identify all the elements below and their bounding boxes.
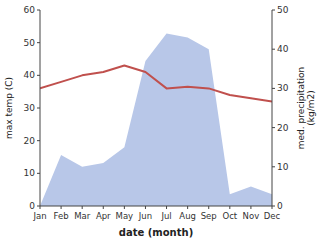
y-tick-label: 30: [24, 103, 36, 113]
y2-tick-label: 50: [277, 5, 289, 15]
y-tick-label: 50: [24, 38, 36, 48]
y-tick: [37, 108, 40, 109]
y2-tick: [272, 127, 275, 128]
x-tick: [61, 206, 62, 209]
temperature-line: [40, 66, 272, 102]
x-tick-label: Jul: [160, 211, 171, 221]
y2-tick: [272, 88, 275, 89]
x-tick-label: Oct: [222, 211, 237, 221]
y2-tick: [272, 206, 275, 207]
precipitation-area: [40, 34, 272, 206]
y2-tick-label: 20: [277, 123, 289, 133]
y2-axis-label-line: (kg/m2): [306, 90, 316, 125]
y-tick: [37, 10, 40, 11]
x-tick: [82, 206, 83, 209]
x-tick: [250, 206, 251, 209]
y-axis-label: max temp (C): [4, 77, 14, 139]
x-tick: [166, 206, 167, 209]
y-tick-label: 40: [24, 70, 36, 80]
y2-tick-label: 0: [277, 201, 283, 211]
y2-tick-label: 40: [277, 44, 289, 54]
y2-tick-label: 10: [277, 162, 289, 172]
x-tick-label: Mar: [74, 211, 91, 221]
y2-tick: [272, 166, 275, 167]
x-tick: [208, 206, 209, 209]
y-tick-label: 20: [24, 136, 36, 146]
y2-tick: [272, 49, 275, 50]
y-tick: [37, 206, 40, 207]
x-tick-label: Aug: [179, 211, 196, 221]
x-axis-label: date (month): [119, 227, 193, 238]
y-tick-label: 0: [29, 201, 35, 211]
x-tick-label: Nov: [243, 211, 260, 221]
y2-axis-label: med. precipitation(kg/m2): [296, 67, 316, 149]
x-tick: [229, 206, 230, 209]
y-tick: [37, 75, 40, 76]
x-tick-label: Jan: [32, 211, 46, 221]
x-tick-label: Feb: [54, 211, 69, 221]
x-tick-label: Jun: [138, 211, 152, 221]
y-tick-label: 10: [24, 168, 36, 178]
y2-axis-label-line: med. precipitation: [296, 67, 306, 149]
x-axis-line: [40, 206, 272, 207]
y-tick: [37, 173, 40, 174]
y2-tick: [272, 10, 275, 11]
x-tick-label: May: [116, 211, 134, 221]
x-tick: [103, 206, 104, 209]
y-tick: [37, 140, 40, 141]
y2-axis-line: [272, 10, 273, 206]
y-tick-label: 60: [24, 5, 36, 15]
chart: JanFebMarAprMayJunJulAugSepOctNovDec0102…: [0, 0, 318, 244]
plot-area: [40, 34, 272, 206]
x-tick: [145, 206, 146, 209]
x-tick: [124, 206, 125, 209]
x-tick-label: Apr: [96, 211, 111, 221]
x-tick-label: Sep: [201, 211, 217, 221]
y-tick: [37, 42, 40, 43]
x-tick: [187, 206, 188, 209]
x-tick-label: Dec: [264, 211, 281, 221]
y2-tick-label: 30: [277, 83, 289, 93]
